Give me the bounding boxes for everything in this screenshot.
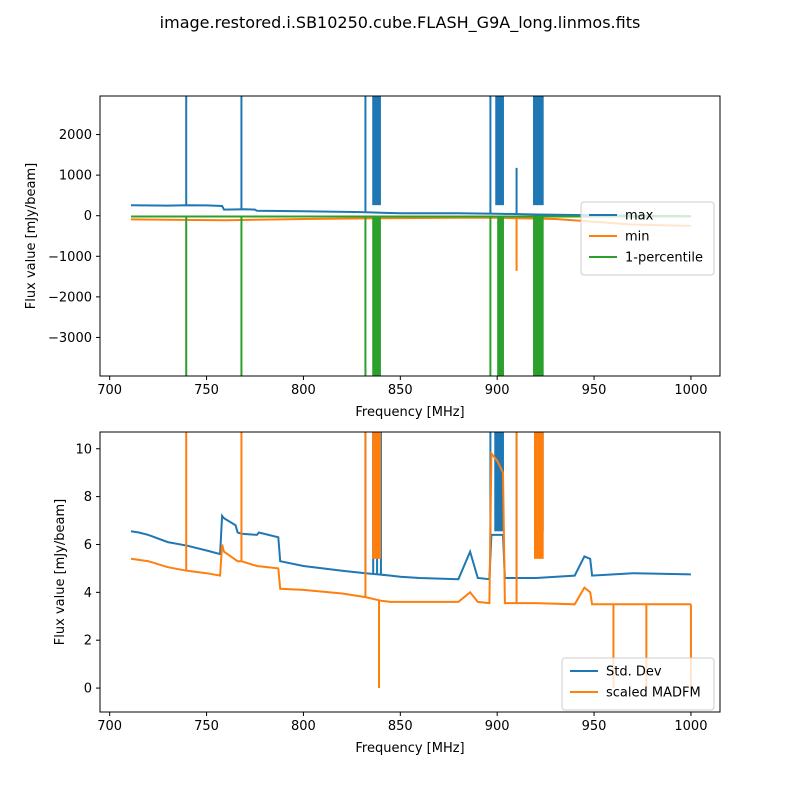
- chart1-series-max-line: [130, 204, 691, 218]
- chart2-series-scaled-madfm-band-1: [372, 432, 381, 559]
- chart1-xtick-label-750: 750: [194, 383, 219, 398]
- chart1-ytick-label-1000: 1000: [59, 169, 92, 184]
- chart1-xtick-label-700: 700: [97, 383, 122, 398]
- chart2-xtick-label-850: 850: [388, 719, 413, 734]
- chart1-frame: [99, 95, 721, 377]
- chart1-ytick-label--2000: −2000: [48, 290, 92, 305]
- chart2-frame: [99, 431, 721, 713]
- chart2-series-std-dev-line: [130, 513, 691, 581]
- chart1-legend-max-label: max: [625, 209, 654, 224]
- chart2-xtick-label-700: 700: [97, 719, 122, 734]
- chart1-ytick-label--3000: −3000: [48, 331, 92, 346]
- chart1-series-max-band-3: [533, 96, 544, 206]
- chart2-xtick-label-950: 950: [582, 719, 607, 734]
- chart2-legend-std-dev-label: Std. Dev: [606, 665, 662, 680]
- chart2-xtick-label-750: 750: [194, 719, 219, 734]
- chart2-xtick-label-1000: 1000: [674, 719, 707, 734]
- chart1-series-max: [130, 96, 691, 218]
- chart1-xtick-label-1000: 1000: [674, 383, 707, 398]
- chart2-series-scaled-madfm: [130, 432, 692, 689]
- chart2-ytick-label-0: 0: [84, 682, 92, 697]
- chart2-series-scaled-madfm-band-2: [534, 432, 544, 559]
- chart1: 700 750 800 850 900 950 1000 −3000 −2000 −1000 0 10…: [24, 95, 721, 420]
- chart1-series-1-percentile-band-3: [533, 216, 544, 376]
- chart1-series-1-percentile-band-1: [372, 216, 381, 376]
- chart2-ytick-label-8: 8: [84, 490, 92, 505]
- chart1-legend-min-label: min: [625, 230, 650, 245]
- chart1-series-max-band-1: [372, 96, 381, 206]
- chart2-xlabel: Frequency [MHz]: [355, 741, 464, 756]
- chart2-xtick-label-800: 800: [291, 719, 316, 734]
- chart2-ytick-label-2: 2: [84, 634, 92, 649]
- chart1-xtick-label-800: 800: [291, 383, 316, 398]
- chart1-xtick-label-850: 850: [388, 383, 413, 398]
- chart2-legend-box: [561, 657, 715, 711]
- chart2-xtick-label-900: 900: [485, 719, 510, 734]
- chart1-legend: max min 1-percentile: [580, 201, 715, 276]
- chart2-ytick-label-6: 6: [84, 538, 92, 553]
- chart1-ytick-label-2000: 2000: [59, 128, 92, 143]
- chart1-series-1-percentile-band-2: [497, 216, 504, 376]
- chart2-ytick-label-10: 10: [75, 442, 92, 457]
- chart1-xtick-label-950: 950: [582, 383, 607, 398]
- chart2-series-std-dev-band-1: [494, 432, 504, 532]
- chart1-legend-1-percentile-label: 1-percentile: [625, 251, 703, 266]
- chart2-plot-area: [130, 432, 692, 689]
- chart1-xtick-label-900: 900: [485, 383, 510, 398]
- chart2-legend: Std. Dev scaled MADFM: [561, 657, 715, 711]
- chart1-series-max-band-2: [495, 96, 504, 206]
- chart2-ytick-label-4: 4: [84, 586, 92, 601]
- chart1-ylabel: Flux value [mJy/beam]: [24, 163, 39, 309]
- chart2-series-std-dev: [130, 432, 691, 581]
- chart2: 700 750 800 850 900 950 1000 0 2 4 6 8 10 Frequency […: [53, 431, 721, 756]
- figure-title: image.restored.i.SB10250.cube.FLASH_G9A_…: [159, 13, 641, 32]
- chart2-legend-scaled-madfm-label: scaled MADFM: [606, 686, 701, 701]
- chart1-ytick-label-0: 0: [84, 209, 92, 224]
- chart1-xlabel: Frequency [MHz]: [355, 405, 464, 420]
- chart1-ytick-label--1000: −1000: [48, 250, 92, 265]
- chart2-series-scaled-madfm-line: [130, 450, 691, 606]
- chart2-ylabel: Flux value [mJy/beam]: [53, 499, 68, 645]
